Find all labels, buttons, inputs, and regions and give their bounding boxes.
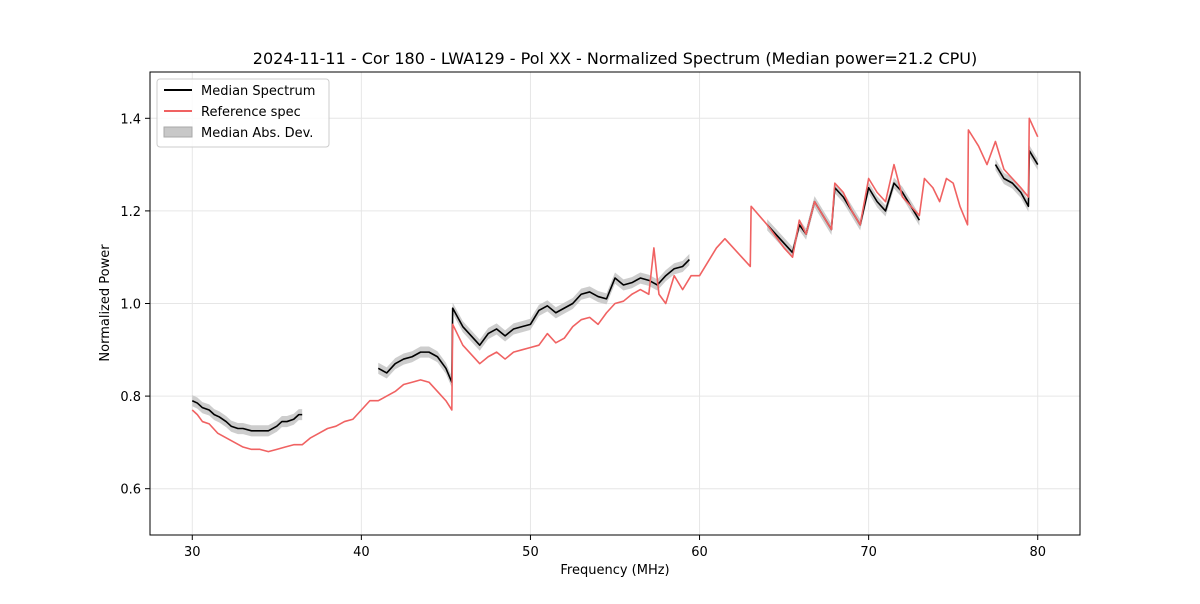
y-axis-label: Normalized Power <box>98 244 113 362</box>
x-tick-label: 60 <box>691 545 708 560</box>
legend: Median Spectrum Reference spec Median Ab… <box>156 78 330 148</box>
legend-mad-label: Median Abs. Dev. <box>201 126 313 141</box>
legend-mad-swatch <box>163 126 193 138</box>
y-tick-label: 1.2 <box>120 205 141 220</box>
x-tick-label: 70 <box>860 545 877 560</box>
x-tick-label: 30 <box>184 545 201 560</box>
median-spectrum-line <box>377 258 690 384</box>
x-tick-label: 50 <box>522 545 539 560</box>
legend-median-label: Median Spectrum <box>201 84 315 99</box>
y-axis-ticks: 0.6 0.8 1.0 1.2 1.4 <box>120 112 150 498</box>
median-spectrum-line <box>191 400 303 432</box>
legend-reference-label: Reference spec <box>201 105 301 120</box>
chart-title: 2024-11-11 - Cor 180 - LWA129 - Pol XX -… <box>253 49 977 68</box>
y-tick-label: 1.0 <box>120 298 141 313</box>
legend-box <box>156 78 330 148</box>
grid-lines <box>150 72 1080 535</box>
x-tick-label: 80 <box>1029 545 1046 560</box>
mad-band <box>767 177 920 259</box>
mad-band <box>192 395 303 437</box>
y-tick-label: 0.6 <box>120 483 141 498</box>
y-tick-label: 1.4 <box>120 112 141 127</box>
x-axis-label: Frequency (MHz) <box>560 563 669 578</box>
x-tick-label: 40 <box>353 545 370 560</box>
reference-spec-line <box>191 117 1039 453</box>
reference-spec-series <box>191 117 1039 453</box>
x-axis-ticks: 30 40 50 60 70 80 <box>184 535 1046 560</box>
y-tick-label: 0.8 <box>120 390 141 405</box>
